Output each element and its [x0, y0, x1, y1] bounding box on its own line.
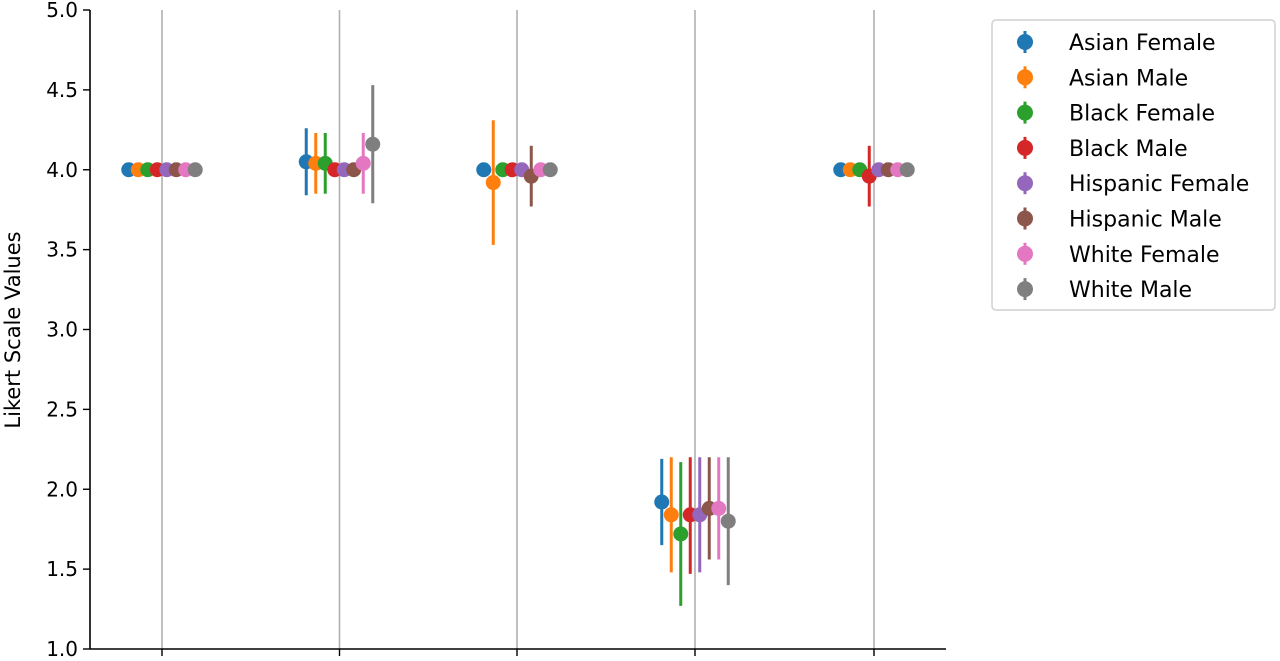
legend-marker — [1017, 210, 1033, 227]
y-tick-label: 1.0 — [46, 637, 78, 661]
legend-entry: Asian Male — [1069, 66, 1188, 91]
data-point — [720, 513, 736, 529]
legend-entry: White Female — [1069, 243, 1220, 268]
data-point — [711, 500, 727, 516]
legend: Asian Female Asian Male Black Female Black … — [991, 19, 1276, 311]
data-point — [355, 155, 371, 171]
legend-entry: Asian Female — [1069, 31, 1216, 56]
y-tick-label: 4.0 — [46, 158, 78, 182]
data-point — [899, 162, 915, 178]
data-point — [654, 494, 670, 510]
legend-marker — [1017, 281, 1033, 298]
y-tick-label: 1.5 — [46, 557, 78, 581]
y-axis-label: Likert Scale Values — [1, 231, 25, 428]
y-tick-label: 2.0 — [46, 477, 78, 501]
data-point — [187, 162, 203, 178]
legend-marker — [1017, 104, 1033, 121]
legend-entry: White Male — [1069, 278, 1192, 303]
data-point — [673, 526, 689, 542]
grid-lines — [161, 10, 875, 649]
legend-entry: Hispanic Male — [1069, 208, 1222, 233]
legend-marker — [1017, 245, 1033, 262]
legend-box — [991, 19, 1276, 311]
data-marks — [121, 85, 915, 606]
legend-marker — [1017, 139, 1033, 156]
legend-marker — [1017, 175, 1033, 192]
legend-entry: Black Male — [1069, 137, 1188, 162]
legend-entry: Black Female — [1069, 102, 1215, 127]
legend-entry: Hispanic Female — [1069, 172, 1249, 197]
data-point — [476, 162, 492, 178]
data-point — [663, 507, 679, 523]
legend-marker — [1017, 34, 1033, 50]
y-tick-label: 3.5 — [46, 238, 78, 262]
data-point — [542, 162, 558, 178]
data-point — [365, 136, 381, 152]
axes: 1.0 1.5 2.0 2.5 3.0 3.5 4.0 4.5 5.0 — [46, 0, 946, 661]
data-point — [485, 175, 501, 191]
legend-marker — [1017, 69, 1033, 86]
y-tick-label: 2.5 — [46, 397, 78, 421]
y-tick-label: 3.0 — [46, 318, 78, 342]
y-tick-label: 4.5 — [46, 78, 78, 102]
y-tick-label: 5.0 — [46, 0, 78, 22]
